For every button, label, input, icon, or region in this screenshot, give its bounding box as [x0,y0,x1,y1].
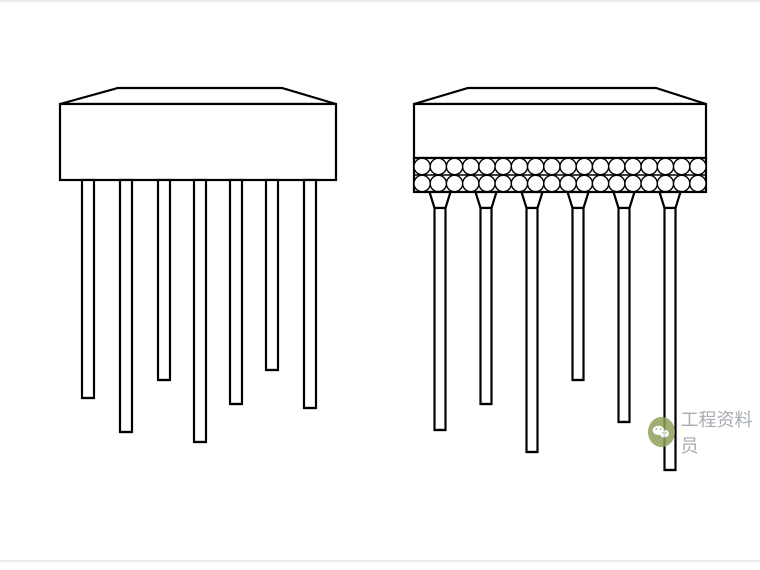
wechat-icon [648,417,675,447]
watermark: 工程资料员 [648,406,760,458]
diagram-stage: 工程资料员 [0,0,760,570]
structure-left [60,88,336,442]
engineering-diagram [0,0,760,570]
watermark-text: 工程资料员 [681,406,760,458]
